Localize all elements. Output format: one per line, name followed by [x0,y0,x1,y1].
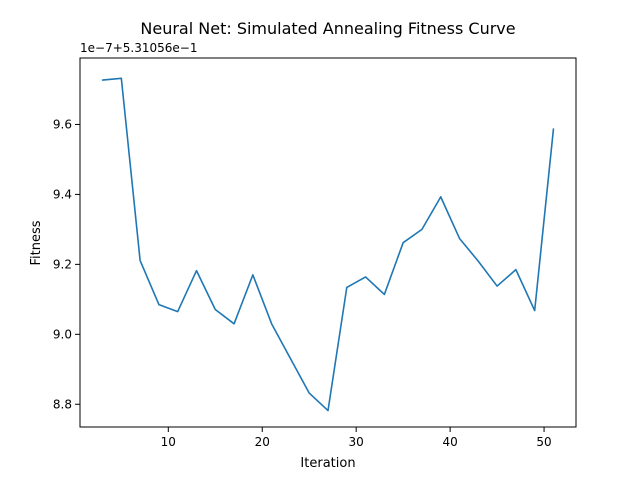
series-line [101,77,555,412]
x-axis-label: Iteration [300,456,355,471]
y-tick-label: 9.0 [53,327,72,341]
y-tick-label: 9.6 [53,117,72,131]
plot-area: 10 20 30 40 50 8.8 9.0 9.2 9.4 9.6 [53,77,555,449]
x-tick-label: 10 [161,435,176,449]
y-offset-label: 1e−7+5.31056e−1 [80,41,197,55]
x-tick-label: 20 [255,435,270,449]
chart-title: Neural Net: Simulated Annealing Fitness … [140,19,515,38]
y-tick-label: 8.8 [53,397,72,411]
x-tick-label: 40 [442,435,457,449]
y-axis-label: Fitness [29,220,44,265]
y-tick-label: 9.4 [53,187,72,201]
y-tick-label: 9.2 [53,257,72,271]
axes-frame [79,57,577,428]
x-tick-label: 30 [349,435,364,449]
x-tick-label: 50 [536,435,551,449]
